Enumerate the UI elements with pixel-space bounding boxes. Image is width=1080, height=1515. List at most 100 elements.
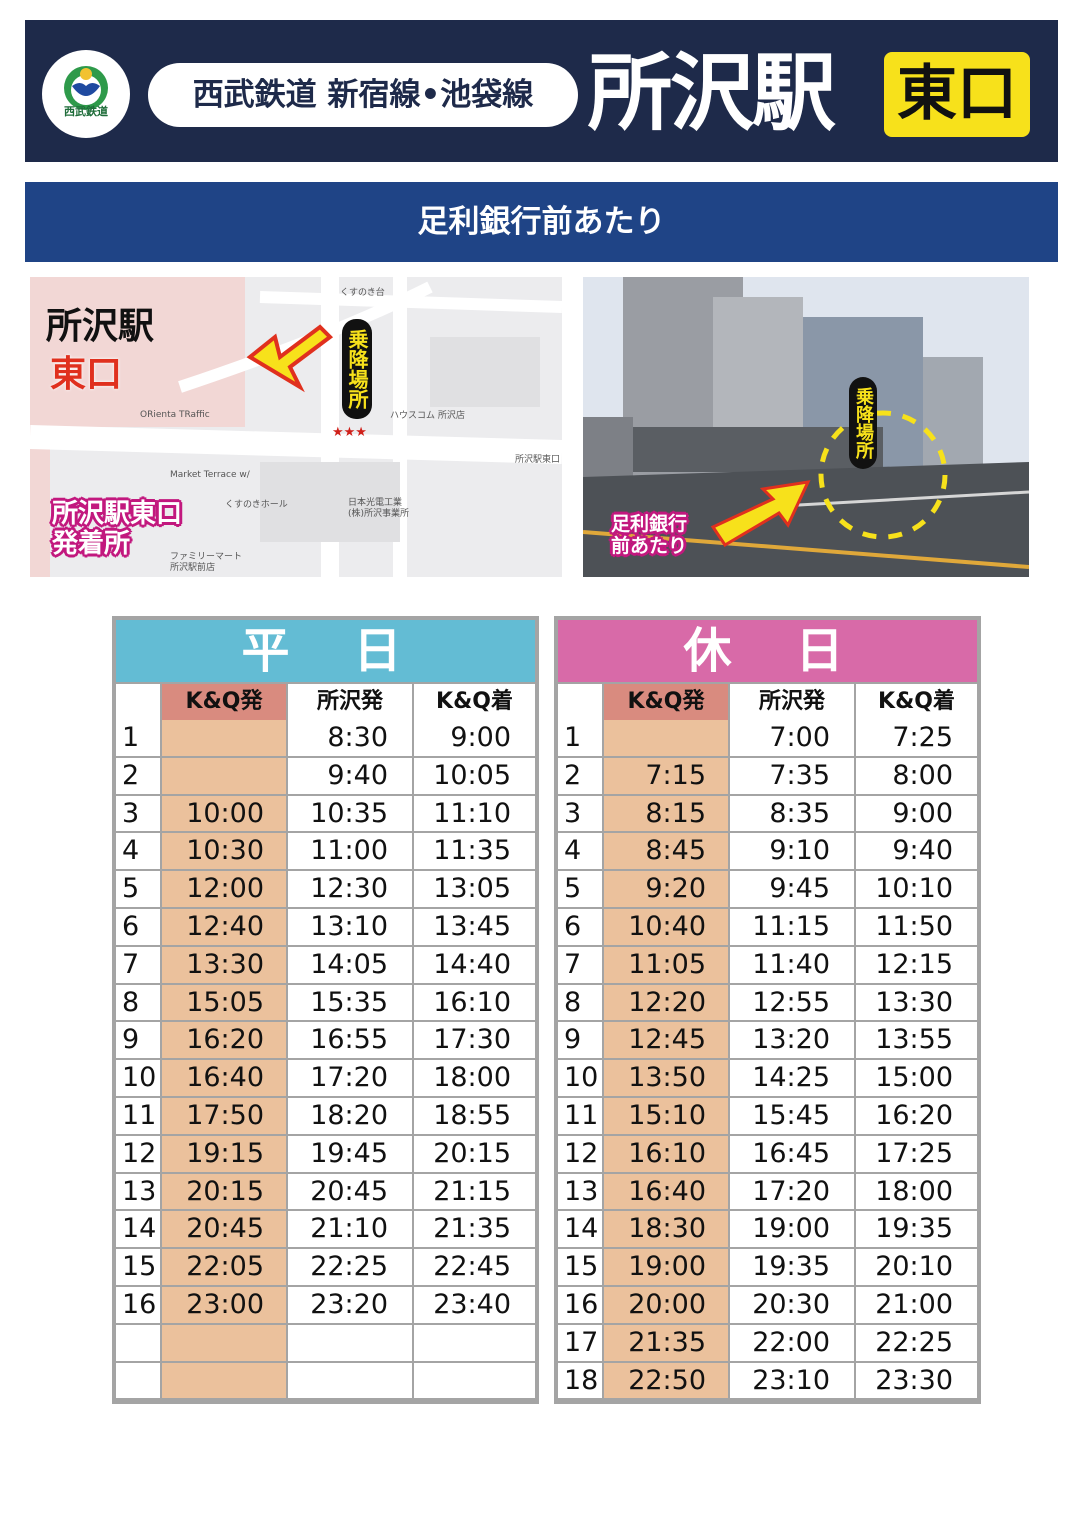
time-cell: 11:40 bbox=[730, 946, 854, 983]
time-cell: 20:30 bbox=[730, 1287, 854, 1323]
logo-text: 西武鉄道 bbox=[64, 105, 108, 118]
time-cell: 19:35 bbox=[856, 1211, 977, 1248]
row-number: 11 bbox=[116, 1098, 160, 1134]
row-number: 13 bbox=[116, 1173, 160, 1210]
row-number: 9 bbox=[558, 1022, 602, 1059]
row-number: 10 bbox=[116, 1060, 160, 1096]
map-label: ハウスコム 所沢店 bbox=[390, 411, 465, 421]
map-label: 所沢駅東口 bbox=[515, 455, 561, 465]
time-cell: 12:40 bbox=[162, 909, 286, 945]
header-cell bbox=[116, 684, 160, 720]
time-cell: 16:10 bbox=[604, 1135, 728, 1172]
time-cell: 18:55 bbox=[414, 1098, 535, 1134]
row-number: 9 bbox=[116, 1022, 160, 1059]
row-number: 3 bbox=[116, 795, 160, 832]
time-cell: 8:35 bbox=[730, 795, 854, 832]
map-label: くすのき台 bbox=[340, 288, 385, 298]
row-number: 16 bbox=[558, 1287, 602, 1323]
row-number: 16 bbox=[116, 1287, 160, 1323]
time-cell: 7:15 bbox=[604, 757, 728, 794]
time-cell: 15:10 bbox=[604, 1098, 728, 1134]
time-cell: 13:05 bbox=[414, 871, 535, 907]
time-cell: 20:15 bbox=[162, 1173, 286, 1210]
photo-background bbox=[583, 277, 1029, 577]
exit-name: 東口 bbox=[884, 52, 1030, 137]
time-cell: 22:25 bbox=[856, 1324, 977, 1361]
time-cell bbox=[162, 1324, 286, 1361]
row-number: 13 bbox=[558, 1173, 602, 1210]
time-cell: 23:10 bbox=[730, 1362, 854, 1399]
row-number: 11 bbox=[558, 1098, 602, 1134]
timetable: 休 日 K&Q発 所沢発 K&Q着 1 7:00 7:25 2 7:15 7:35 8:00 3 8:1… bbox=[554, 616, 981, 1405]
time-cell: 21:15 bbox=[414, 1173, 535, 1210]
header-cell: K&Q着 bbox=[856, 684, 977, 720]
row-number: 15 bbox=[558, 1249, 602, 1285]
row-number: 10 bbox=[558, 1060, 602, 1096]
time-cell: 20:45 bbox=[288, 1173, 412, 1210]
time-cell: 9:00 bbox=[856, 795, 977, 832]
logo-icon bbox=[64, 66, 108, 110]
time-cell: 14:05 bbox=[288, 946, 412, 983]
time-cell: 15:45 bbox=[730, 1098, 854, 1134]
timetable-title: 休 日 bbox=[558, 620, 977, 682]
time-cell: 20:00 bbox=[604, 1287, 728, 1323]
map-label: Market Terrace w/ bbox=[170, 470, 250, 480]
time-cell bbox=[604, 720, 728, 756]
row-number: 7 bbox=[558, 946, 602, 983]
photo-stop-sign: 乗降場所 bbox=[849, 377, 877, 469]
time-cell: 7:00 bbox=[730, 720, 854, 756]
time-cell: 14:40 bbox=[414, 946, 535, 983]
row-number: 8 bbox=[558, 984, 602, 1021]
time-cell bbox=[414, 1324, 535, 1361]
time-cell: 19:35 bbox=[730, 1249, 854, 1285]
time-cell: 15:35 bbox=[288, 984, 412, 1021]
time-cell: 12:00 bbox=[162, 871, 286, 907]
time-cell: 17:25 bbox=[856, 1135, 977, 1172]
time-cell: 20:45 bbox=[162, 1211, 286, 1248]
header-cell: 所沢発 bbox=[730, 684, 854, 720]
time-cell: 15:00 bbox=[856, 1060, 977, 1096]
row-number: 2 bbox=[558, 757, 602, 794]
time-cell: 11:00 bbox=[288, 833, 412, 870]
map-label: くすのきホール bbox=[225, 500, 288, 510]
time-cell: 13:45 bbox=[414, 909, 535, 945]
timetable-title: 平 日 bbox=[116, 620, 535, 682]
time-cell: 15:05 bbox=[162, 984, 286, 1021]
time-cell: 12:55 bbox=[730, 984, 854, 1021]
row-number: 2 bbox=[116, 757, 160, 794]
header-cell: K&Q着 bbox=[414, 684, 535, 720]
time-cell: 12:20 bbox=[604, 984, 728, 1021]
time-cell bbox=[288, 1362, 412, 1399]
time-cell: 10:00 bbox=[162, 795, 286, 832]
map-label: ORienta TRaffic bbox=[140, 410, 210, 420]
time-cell: 8:45 bbox=[604, 833, 728, 870]
row-number: 4 bbox=[116, 833, 160, 870]
map-label: (株)所沢事業所 bbox=[348, 509, 410, 519]
map-label: 所沢駅前店 bbox=[170, 563, 216, 573]
row-number: 12 bbox=[116, 1135, 160, 1172]
time-cell: 18:00 bbox=[856, 1173, 977, 1210]
time-cell: 16:40 bbox=[604, 1173, 728, 1210]
time-cell: 19:45 bbox=[288, 1135, 412, 1172]
row-number: 8 bbox=[116, 984, 160, 1021]
row-number bbox=[116, 1362, 160, 1399]
time-cell: 11:50 bbox=[856, 909, 977, 945]
time-cell: 12:15 bbox=[856, 946, 977, 983]
header-cell: K&Q発 bbox=[162, 684, 286, 720]
row-number: 15 bbox=[116, 1249, 160, 1285]
map-label: ファミリーマート bbox=[170, 552, 243, 562]
time-cell: 17:30 bbox=[414, 1022, 535, 1059]
time-cell: 23:00 bbox=[162, 1287, 286, 1323]
row-number bbox=[116, 1324, 160, 1361]
time-cell: 10:10 bbox=[856, 871, 977, 907]
header-cell: K&Q発 bbox=[604, 684, 728, 720]
time-cell: 10:35 bbox=[288, 795, 412, 832]
time-cell: 22:25 bbox=[288, 1249, 412, 1285]
time-cell: 14:25 bbox=[730, 1060, 854, 1096]
row-number: 7 bbox=[116, 946, 160, 983]
map-pickup-line: 発着所 bbox=[52, 529, 131, 559]
map-marker: ★★★ bbox=[332, 425, 367, 440]
map-station: 所沢駅 bbox=[46, 306, 155, 347]
time-cell: 11:15 bbox=[730, 909, 854, 945]
